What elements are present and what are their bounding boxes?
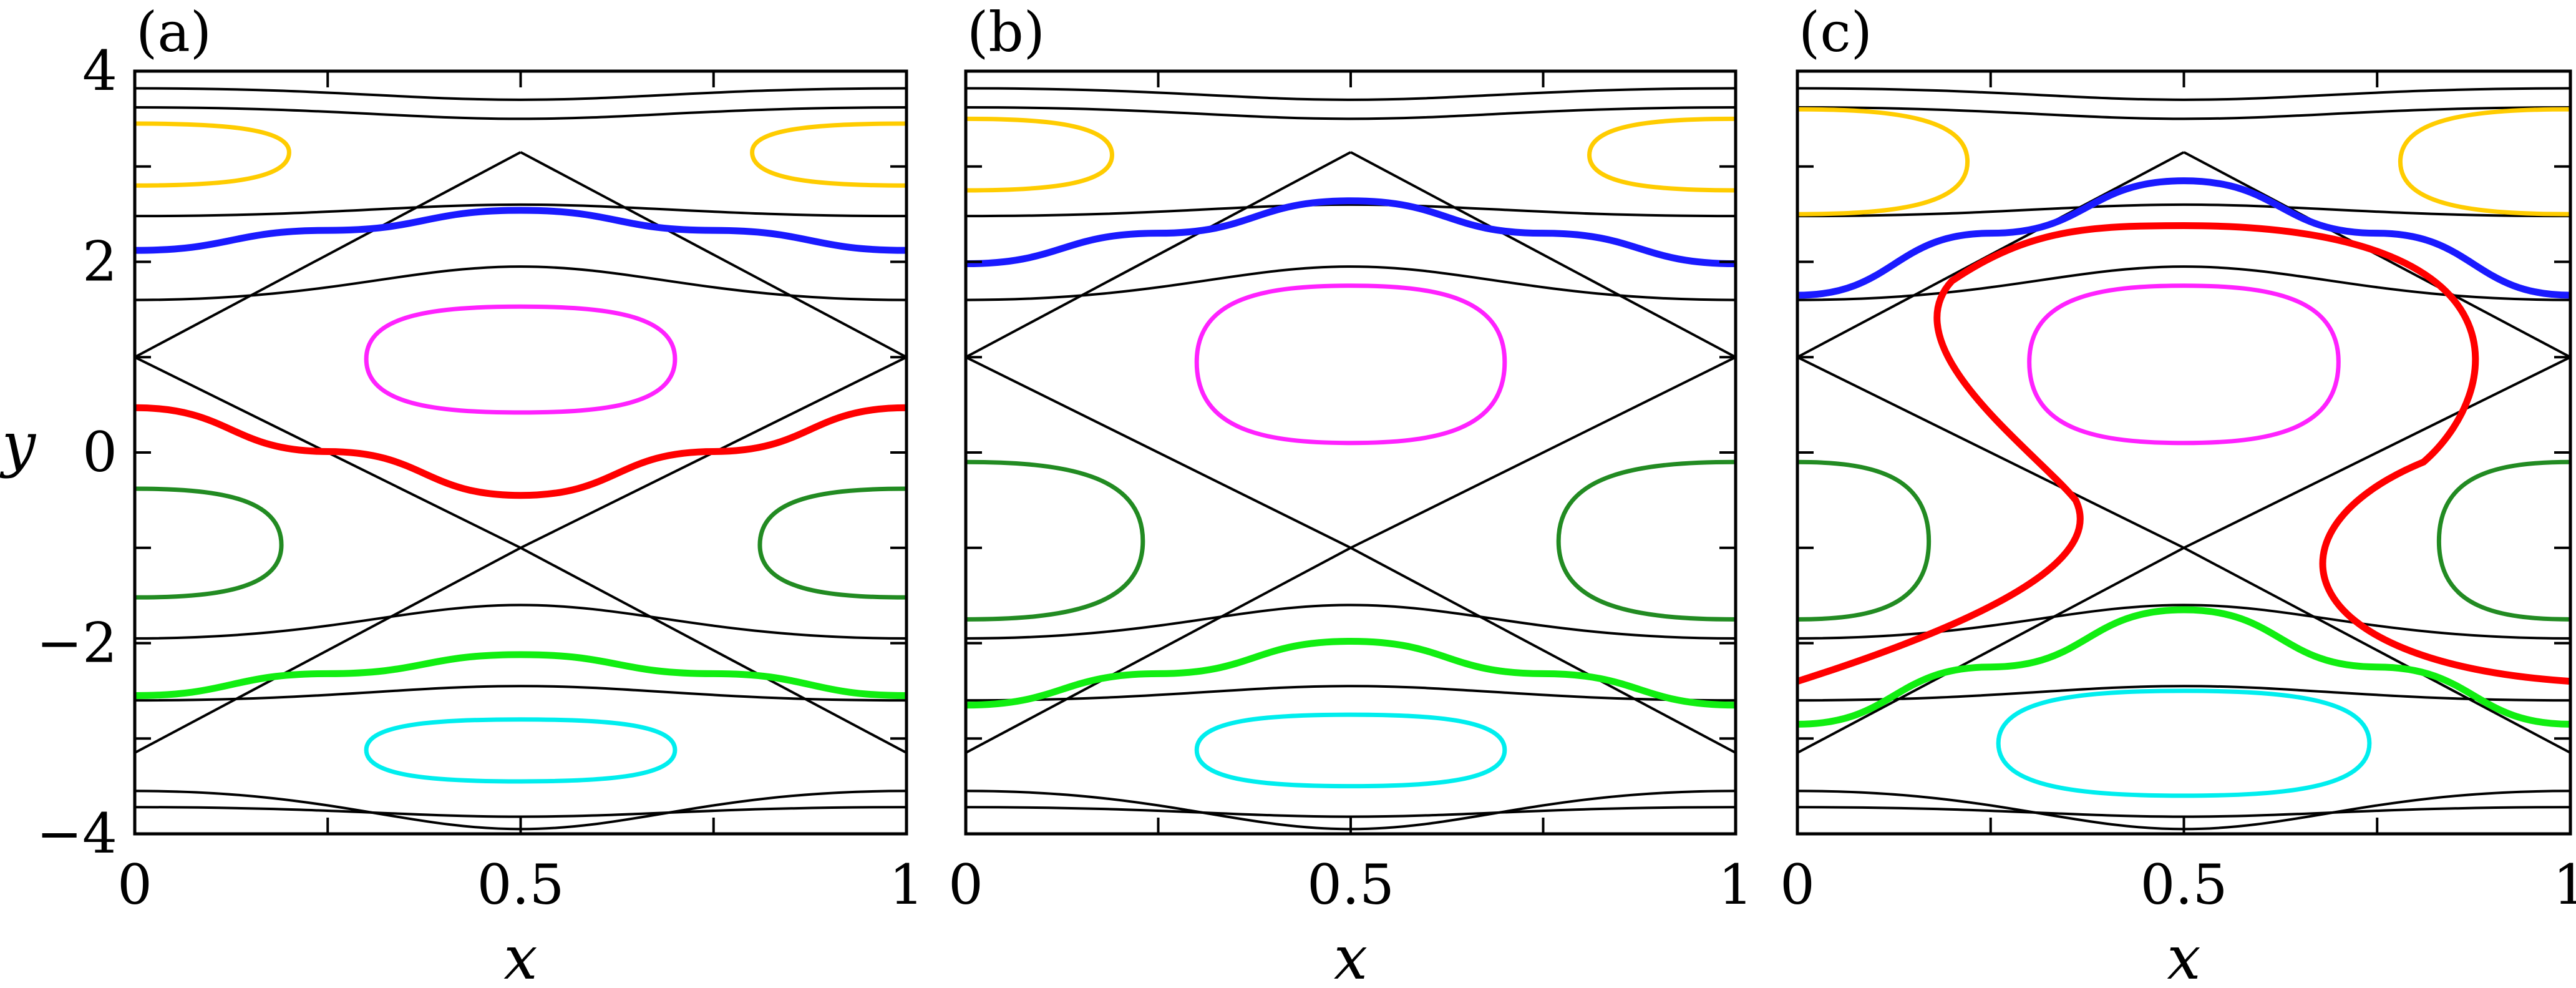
panel-label: (b) bbox=[967, 0, 1045, 64]
contour-line bbox=[966, 265, 1736, 301]
contour-line bbox=[966, 685, 1736, 702]
plot-area bbox=[135, 87, 906, 831]
x-tick-label: 1 bbox=[2553, 853, 2576, 917]
contour-line bbox=[1797, 604, 2570, 640]
panel-c: 0 0.5 1 x (c) bbox=[1780, 0, 2576, 988]
closed-orbit-6 bbox=[364, 717, 678, 784]
contour-line bbox=[135, 685, 906, 702]
y-tick-label: −2 bbox=[36, 611, 117, 675]
closed-orbit-4 bbox=[1556, 459, 1736, 622]
axes-frame bbox=[1796, 69, 2572, 836]
contour-line bbox=[135, 87, 906, 101]
closed-orbit-5 bbox=[757, 486, 906, 600]
contour-line bbox=[1797, 685, 2570, 702]
separatrix bbox=[2183, 356, 2570, 549]
closed-orbit-7 bbox=[135, 121, 291, 188]
panel-label: (a) bbox=[136, 0, 211, 64]
x-tick-label: 0 bbox=[948, 853, 983, 917]
closed-orbit-8 bbox=[2398, 107, 2570, 217]
separatrix bbox=[520, 151, 906, 359]
closed-orbit-4 bbox=[135, 486, 284, 600]
open-orbit-0 bbox=[966, 197, 1736, 268]
separatrix bbox=[135, 151, 522, 359]
separatrix bbox=[1797, 546, 2185, 754]
separatrix bbox=[135, 546, 522, 754]
closed-orbit-7 bbox=[1587, 116, 1736, 193]
x-tick-label: 1 bbox=[1718, 853, 1753, 917]
closed-orbit-2 bbox=[1797, 222, 2570, 685]
x-axis-label: x bbox=[503, 923, 537, 988]
plot-area bbox=[966, 87, 1736, 831]
open-orbit-1 bbox=[966, 637, 1736, 709]
separatrix bbox=[1797, 356, 2185, 549]
closed-orbit-4 bbox=[1797, 459, 1932, 622]
contour-line bbox=[1797, 203, 2570, 218]
contour-line bbox=[135, 203, 906, 218]
contour-line bbox=[135, 265, 906, 301]
open-orbit-1 bbox=[135, 404, 906, 499]
x-tick-label: 0 bbox=[117, 853, 152, 917]
x-tick-label: 0.5 bbox=[477, 853, 565, 917]
separatrix bbox=[520, 546, 906, 754]
contour-line bbox=[966, 806, 1736, 818]
contour-line bbox=[135, 604, 906, 640]
separatrix bbox=[966, 151, 1351, 359]
open-orbit-1 bbox=[1797, 606, 2570, 728]
separatrix bbox=[966, 356, 1351, 549]
x-tick-label: 0.5 bbox=[2141, 853, 2228, 917]
panel-label: (c) bbox=[1799, 0, 1872, 64]
contour-line bbox=[1797, 87, 2570, 101]
closed-orbit-3 bbox=[2027, 283, 2341, 446]
x-tick-label: 1 bbox=[889, 853, 924, 917]
separatrix bbox=[1350, 356, 1736, 549]
contour-line bbox=[966, 106, 1736, 120]
x-tick-label: 0 bbox=[1780, 853, 1815, 917]
closed-orbit-5 bbox=[1194, 712, 1507, 789]
panel-a: 0 0.5 1 −4 −2 0 2 4 x y (a) bbox=[0, 0, 924, 988]
closed-orbit-5 bbox=[2436, 459, 2570, 622]
contour-line bbox=[1797, 106, 2570, 120]
closed-orbit-3 bbox=[364, 304, 678, 415]
y-tick-label: 2 bbox=[82, 230, 117, 294]
plot-area bbox=[1797, 87, 2570, 831]
separatrix bbox=[2183, 546, 2570, 754]
x-tick-label: 0.5 bbox=[1307, 853, 1394, 917]
closed-orbit-3 bbox=[966, 459, 1145, 622]
separatrix bbox=[1350, 151, 1736, 359]
contour-line bbox=[966, 203, 1736, 218]
x-axis-label: x bbox=[2167, 923, 2200, 988]
closed-orbit-6 bbox=[966, 116, 1114, 193]
y-tick-label: −4 bbox=[36, 801, 117, 866]
panel-b: 0 0.5 1 x (b) bbox=[948, 0, 1753, 988]
contour-line bbox=[966, 87, 1736, 101]
closed-orbit-7 bbox=[1797, 107, 1970, 217]
open-orbit-0 bbox=[1797, 177, 2570, 299]
contour-line bbox=[1797, 265, 2570, 301]
axes-frame bbox=[964, 69, 1738, 836]
separatrix bbox=[1350, 546, 1736, 754]
y-axis-label: y bbox=[0, 409, 37, 479]
x-axis-label: x bbox=[1334, 923, 1368, 988]
separatrix bbox=[966, 546, 1351, 754]
contour-line bbox=[135, 806, 906, 818]
closed-orbit-2 bbox=[1194, 283, 1507, 446]
closed-orbit-6 bbox=[1996, 688, 2372, 798]
open-orbit-2 bbox=[135, 651, 906, 700]
closed-orbit-8 bbox=[750, 121, 906, 188]
contour-line bbox=[1797, 806, 2570, 818]
contour-line bbox=[135, 106, 906, 120]
open-orbit-0 bbox=[135, 207, 906, 254]
y-tick-label: 0 bbox=[82, 420, 117, 484]
y-tick-label: 4 bbox=[82, 39, 117, 103]
contour-line bbox=[966, 604, 1736, 640]
